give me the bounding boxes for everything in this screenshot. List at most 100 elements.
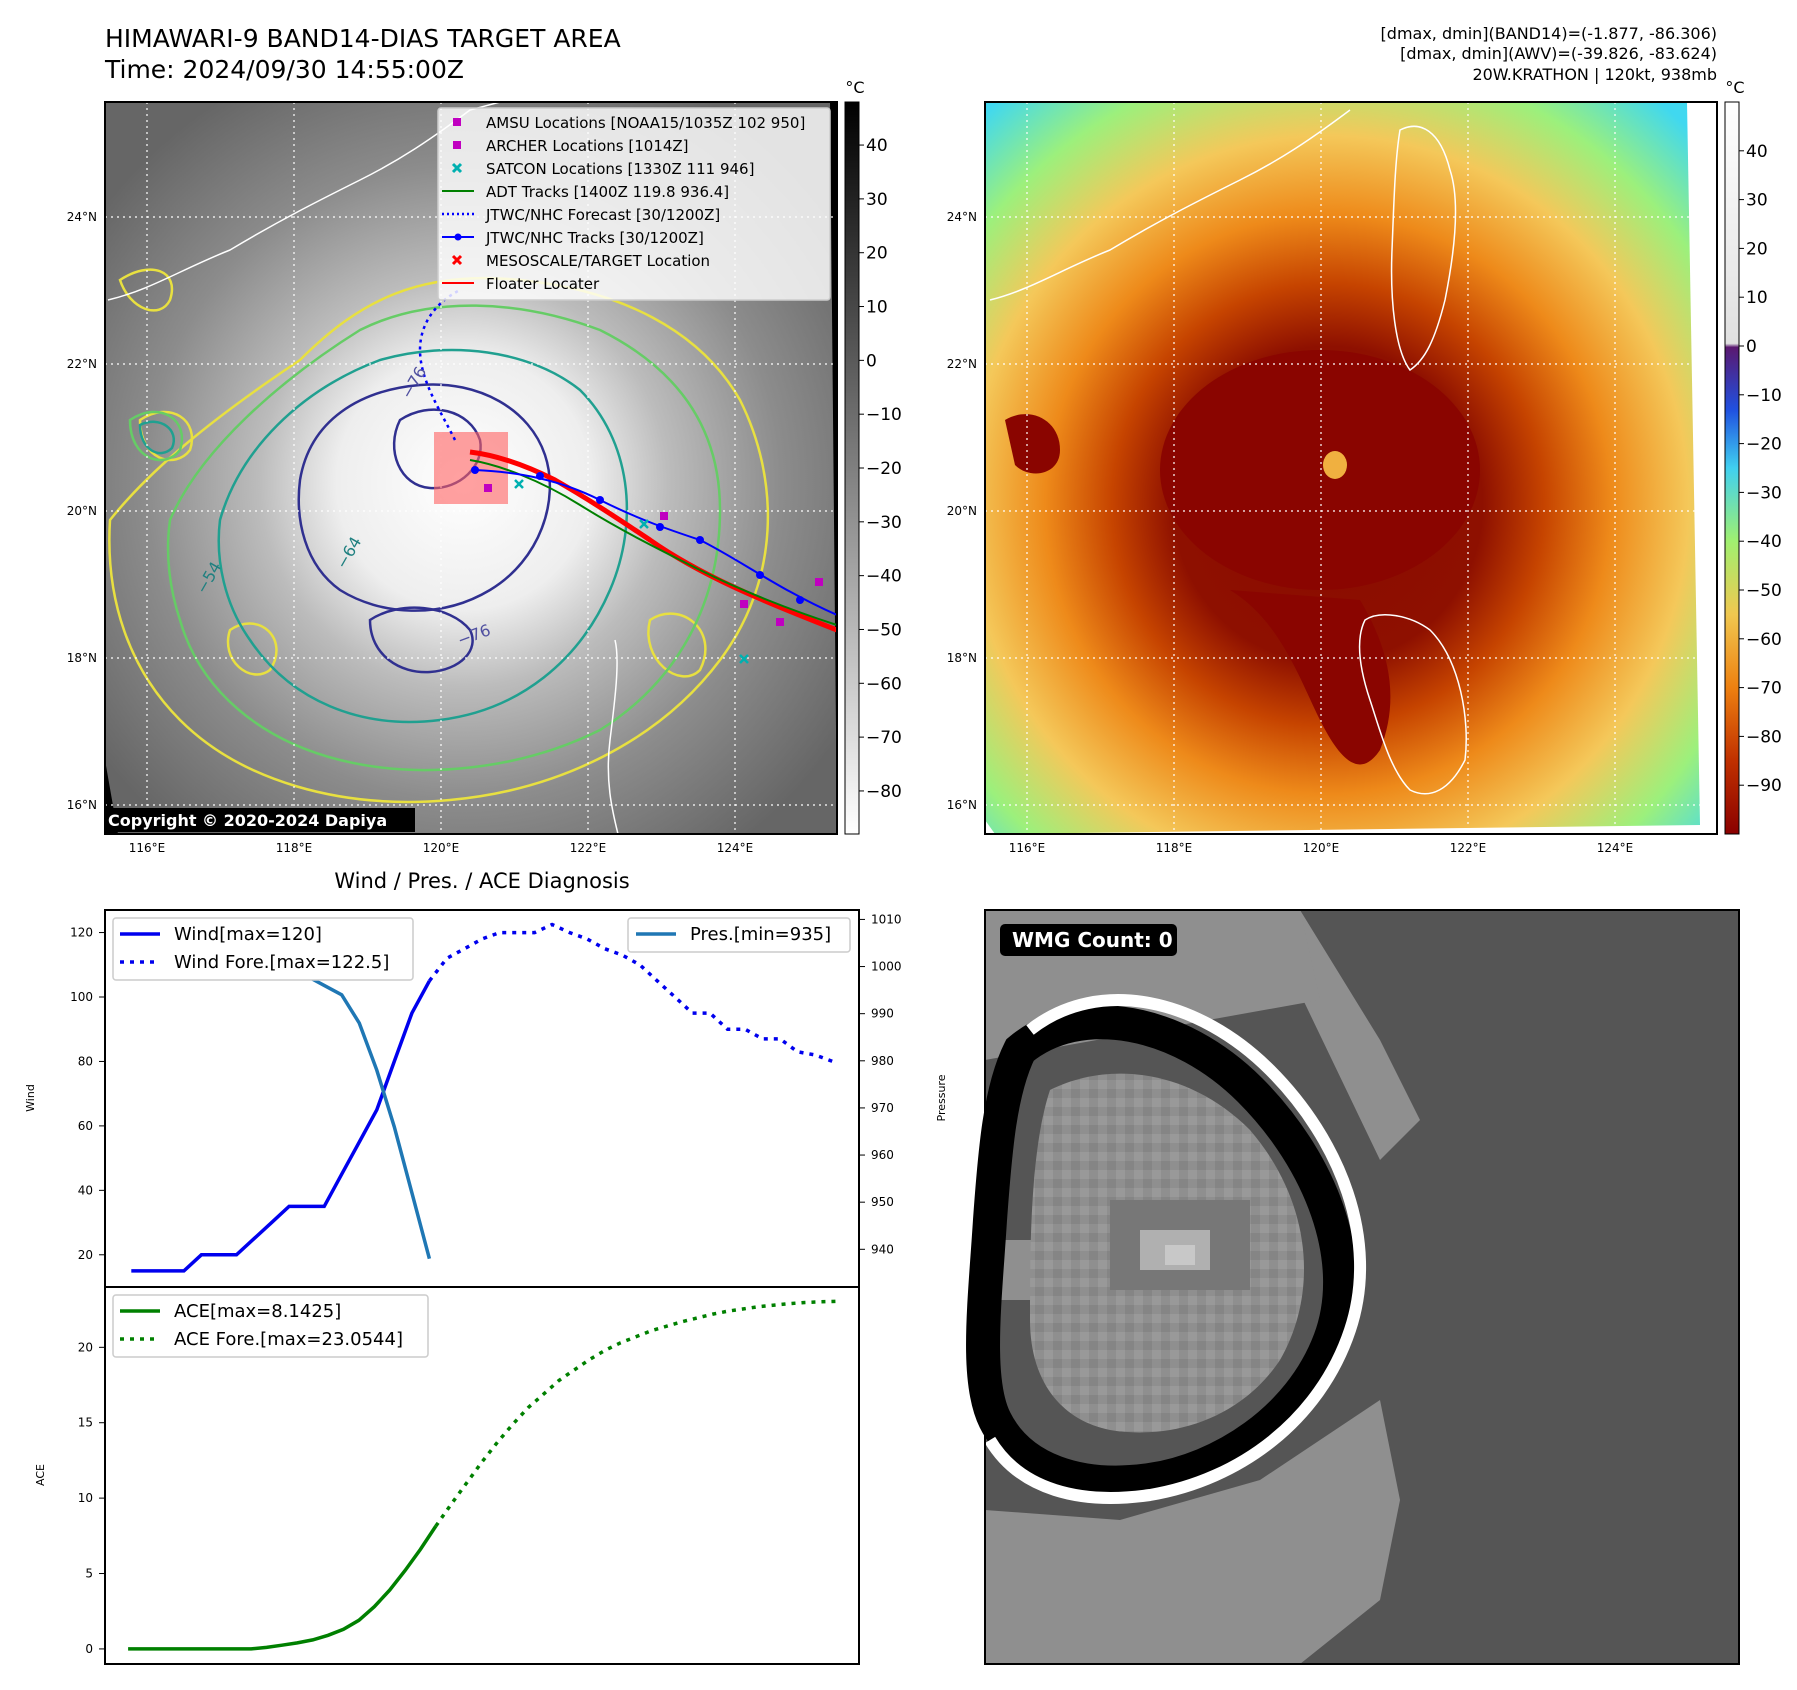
colorbar-tick-label: −80 (1746, 727, 1782, 747)
amsu-archer-points (484, 484, 823, 626)
colorbar-tick-label: −70 (866, 728, 902, 748)
band14-range-info: [dmax, dmin](BAND14)=(-1.877, -86.306) (1380, 24, 1717, 43)
pressure-tick-label: 1000 (871, 960, 902, 974)
copyright-text: Copyright © 2020-2024 Dapiya (108, 811, 387, 830)
contour-teal (138, 348, 629, 724)
figure-time: Time: 2024/09/30 14:55:00Z (105, 55, 464, 84)
colorbar-tick-label: −30 (866, 513, 902, 533)
jtwc-track-points (471, 466, 804, 604)
lon-tick-label: 118°E (1156, 841, 1193, 855)
coastline (107, 102, 619, 834)
pressure-tick-label: 950 (871, 1195, 894, 1209)
pressure-ylabel: Pressure (935, 1074, 948, 1121)
figure-title: HIMAWARI-9 BAND14-DIAS TARGET AREA (105, 24, 621, 53)
contour-green (128, 304, 722, 772)
lat-tick-label: 22°N (947, 357, 977, 371)
ace-tick-label: 20 (78, 1340, 93, 1354)
legend-label: JTWC/NHC Tracks [30/1200Z] (485, 229, 704, 247)
legend-label: Floater Locater (486, 275, 600, 293)
ace-legend: ACE[max=8.1425] ACE Fore.[max=23.0544] (112, 1294, 429, 1358)
wind-tick-label: 120 (70, 926, 93, 940)
map-legend: AMSU Locations [NOAA15/1035Z 102 950] ARC… (437, 107, 831, 301)
satcon-points (514, 479, 749, 664)
pressure-legend: Pres.[min=935] (627, 917, 851, 953)
lon-tick-label: 124°E (717, 841, 754, 855)
wmg-panel: WMG Count: 0 (966, 909, 1740, 1665)
pressure-tick-label: 1010 (871, 912, 902, 926)
legend-label: ARCHER Locations [1014Z] (486, 137, 689, 155)
lat-tick-label: 18°N (947, 651, 977, 665)
lat-tick-label: 24°N (67, 210, 97, 224)
colorbar-tick-label: −20 (866, 459, 902, 479)
colorbar-tick-label: 30 (866, 190, 888, 210)
ace-legend-box (112, 1294, 429, 1358)
wmg-count-label: WMG Count: 0 (1012, 928, 1173, 952)
legend-label: Pres.[min=935] (690, 924, 831, 945)
lon-tick-label: 122°E (1450, 841, 1487, 855)
wind-tick-label: 80 (78, 1054, 93, 1068)
floater-locater-track (469, 449, 837, 633)
wmg-black-ring (966, 1005, 1358, 1500)
legend-label: ACE[max=8.1425] (174, 1301, 341, 1322)
series-line (428, 922, 834, 1064)
colorbar-tick-label: −30 (1746, 483, 1782, 503)
right-gridlines (985, 102, 1717, 834)
cold-core-region (1160, 350, 1480, 590)
pressure-legend-box (627, 917, 851, 953)
storm-info: 20W.KRATHON | 120kt, 938mb (1472, 65, 1717, 84)
lat-tick-label: 24°N (947, 210, 977, 224)
lon-tick-label: 120°E (1303, 841, 1340, 855)
ace-tick-label: 5 (85, 1567, 93, 1581)
colorbar-tick-label: 10 (1746, 288, 1768, 308)
pressure-tick-label: 940 (871, 1242, 894, 1256)
legend-marker-square (453, 141, 461, 149)
awv-colorbar (1724, 101, 1740, 835)
colorbar-tick-label: −50 (866, 620, 902, 640)
band14-colorbar (844, 101, 860, 835)
band14-map-panel: −76 −64 −54 −76 Copyright © 2020-2024 Da… (67, 78, 902, 855)
legend-item: Floater Locater (442, 275, 600, 293)
series-line (128, 1525, 438, 1651)
colorbar-tick-label: 40 (866, 136, 888, 156)
legend-item: ADT Tracks [1400Z 119.8 936.4] (442, 183, 729, 201)
ace-tick-label: 15 (78, 1416, 93, 1430)
pressure-tick-label: 980 (871, 1054, 894, 1068)
legend-item: JTWC/NHC Tracks [30/1200Z] (442, 229, 704, 247)
mesoscale-target-box (434, 432, 508, 504)
left-map-frame (104, 101, 838, 835)
ace-tick-label: 10 (78, 1491, 93, 1505)
colorbar-tick-label: −60 (866, 674, 902, 694)
copyright-box (105, 808, 415, 832)
lat-tick-label: 20°N (67, 504, 97, 518)
legend-label: Wind Fore.[max=122.5] (174, 952, 389, 973)
colorbar-tick-label: 20 (866, 244, 888, 264)
wmg-count-box (1000, 924, 1177, 956)
legend-marker-square (453, 118, 461, 126)
legend-item: MESOSCALE/TARGET Location (451, 252, 710, 270)
lat-tick-label: 18°N (67, 651, 97, 665)
pressure-tick-label: 990 (871, 1007, 894, 1021)
lat-tick-label: 22°N (67, 357, 97, 371)
eye-feature (1323, 451, 1347, 479)
awv-map-panel: 116°E 118°E 120°E 122°E 124°E 24°N 22°N 20°N 18… (947, 78, 1782, 855)
colorbar-tick-label: 0 (866, 351, 877, 371)
series-line (131, 980, 431, 1273)
legend-label: JTWC/NHC Forecast [30/1200Z] (485, 206, 720, 224)
colorbar-tick-label: −60 (1746, 630, 1782, 650)
wmg-white-ring (984, 994, 1367, 1504)
colorbar-tick-label: −90 (1746, 776, 1782, 796)
wind-tick-label: 60 (78, 1119, 93, 1133)
legend-label: ACE Fore.[max=23.0544] (174, 1329, 403, 1350)
ace-ylabel: ACE (34, 1464, 47, 1486)
colorbar-tick-label: 0 (1746, 337, 1757, 357)
wind-legend-box (112, 917, 414, 981)
pressure-tick-label: 970 (871, 1101, 894, 1115)
legend-item: SATCON Locations [1330Z 111 946] (451, 160, 754, 178)
colorbar-tick-label: −20 (1746, 435, 1782, 455)
lon-tick-label: 118°E (276, 841, 313, 855)
contour-yellow (108, 268, 770, 804)
colorbar-tick-label: 10 (866, 298, 888, 318)
wind-ylabel: Wind (24, 1084, 37, 1112)
colorbar-tick-label: 40 (1746, 142, 1768, 162)
